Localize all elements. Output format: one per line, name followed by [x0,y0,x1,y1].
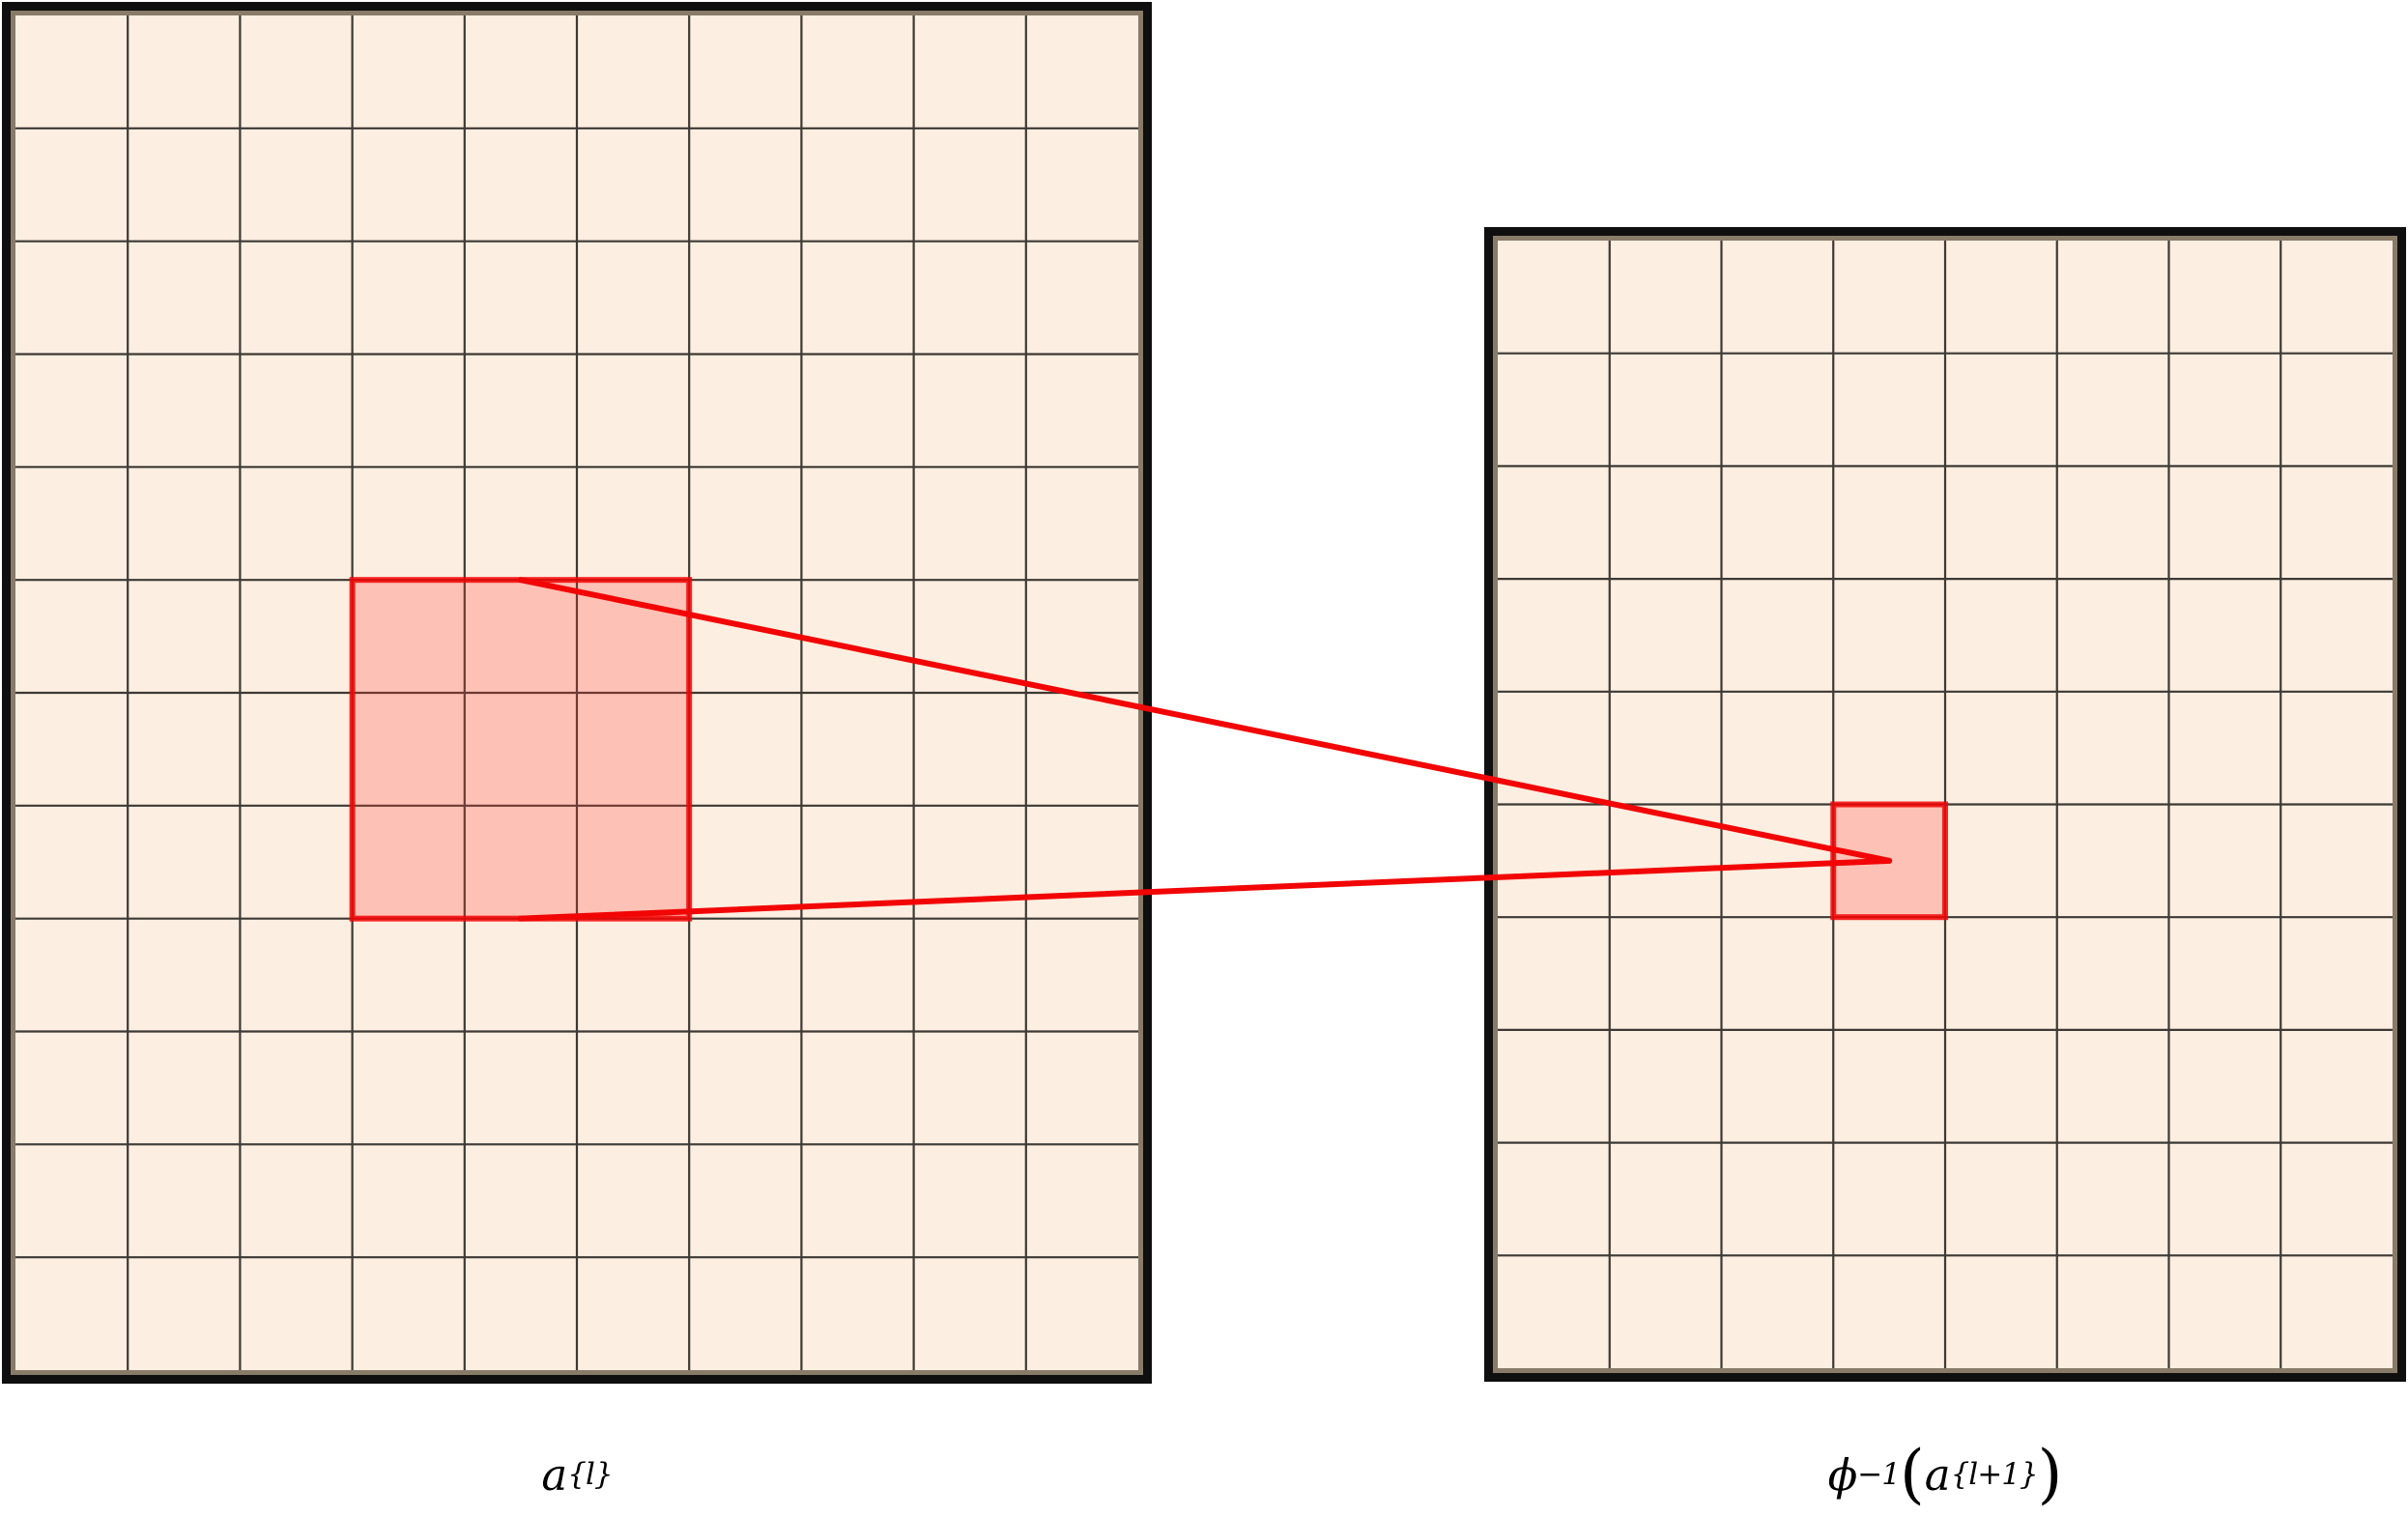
math-a: a [541,1448,568,1501]
math-sup-l-plus-1: {l+1} [1950,1456,2039,1492]
receptive-field-highlight [349,577,693,922]
math-a: a [1924,1448,1951,1501]
close-paren: ) [2037,1437,2063,1511]
math-phi: ϕ [1827,1448,1858,1501]
input-grid-label: a {l} [2,1428,1152,1517]
output-grid-inner-edge [1493,236,2397,1373]
math-sup-l: {l} [567,1456,613,1492]
open-paren: ( [1899,1437,1925,1511]
math-sup-minus-1: −1 [1857,1456,1901,1492]
projection-line-top [517,577,1893,864]
output-grid-label: ϕ −1(a {l+1}) [1484,1428,2406,1517]
input-grid-inner-edge [11,11,1143,1375]
projection-line-bottom [517,857,1893,922]
